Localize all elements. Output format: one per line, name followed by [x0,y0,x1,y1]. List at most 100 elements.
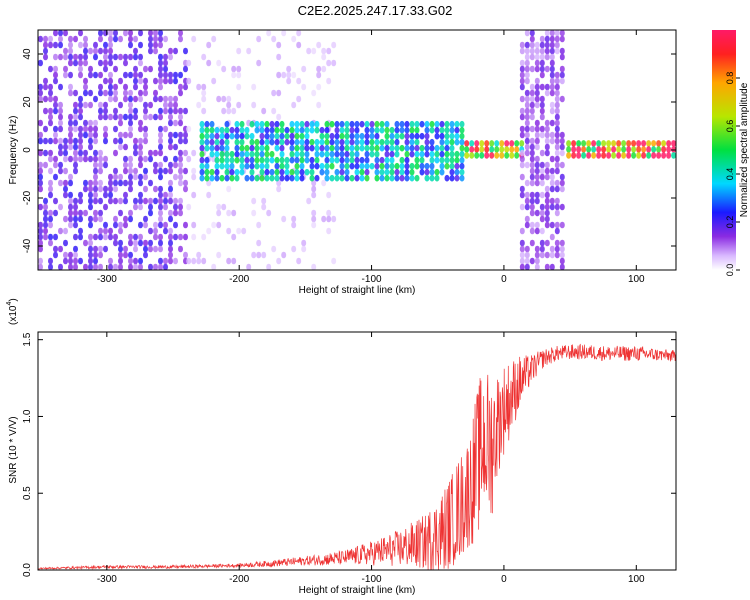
spectrogram-cell [43,47,48,55]
spectrogram-cell [93,263,98,270]
spectrogram-cell [48,119,53,127]
spectrogram-cell [53,161,58,169]
spectrogram-cell [449,162,455,170]
spectrogram-cell [158,263,163,270]
spectrogram-cell [108,173,113,181]
spectrogram-cell [58,245,63,253]
spectrogram-cell [549,251,555,259]
spectrogram-cell [48,89,53,97]
spectrogram-cell [186,257,192,265]
spectrogram-cell [48,185,53,193]
spectrogram-cell [158,215,163,223]
spectrogram-cell [48,239,53,247]
spectrogram-cell [459,168,465,176]
spectrogram-cell [38,245,43,253]
spectrogram-cell [108,83,113,91]
spectrogram-cell [98,149,103,157]
spectrogram-cell [199,132,205,140]
spectrogram-cell [216,59,222,67]
spectrogram-cell [539,131,545,139]
spectrogram-cell [539,191,545,199]
spectrogram-cell [108,233,113,241]
spectrogram-cell [419,132,425,140]
spectrogram-cell [444,150,450,158]
spectrogram-cell [173,233,178,241]
spectrogram-cell [339,120,345,128]
spectrogram-cell [226,95,232,103]
spectrogram-cell [544,125,550,133]
spectrogram-cell [519,185,525,193]
spectrogram-cell [73,89,78,97]
spectrogram-cell [158,221,163,229]
spectrogram-cell [454,138,460,146]
spectrogram-cell [38,233,43,241]
spectrogram-cell [359,174,365,182]
spectrogram-cell [153,185,158,193]
spectrogram-cell [123,221,128,229]
spectrogram-cell [178,167,183,175]
spectrogram-cell [224,126,230,134]
spectrogram-cell [671,146,676,153]
spectrogram-cell [479,140,485,147]
spectrogram-cell [379,174,385,182]
spectrogram-cell [454,126,460,134]
spectrogram-cell [544,65,550,73]
spectrogram-cell [581,140,587,147]
spectrogram-cell [311,191,317,199]
spectrogram-cell [611,152,617,159]
spectrogram-cell [93,119,98,127]
spectrogram-cell [88,191,93,199]
spectrogram-cell [434,174,440,182]
spectrogram-cell [73,113,78,121]
spectrogram-cell [519,227,525,235]
spectrogram-cell [444,144,450,152]
spectrogram-cell [158,107,163,115]
spectrogram-cell [163,107,168,115]
spectrogram-cell [93,185,98,193]
spectrogram-cell [329,120,335,128]
spectrogram-cell [48,215,53,223]
spectrogram-cell [296,77,302,85]
spectrogram-cell [549,107,555,115]
spectrogram-cell [316,83,322,91]
y-tick-label: 20 [22,96,33,108]
spectrogram-cell [133,65,138,73]
spectrogram-cell [324,156,330,164]
spectrogram-cell [374,174,380,182]
spectrogram-cell [113,89,118,97]
spectrogram-cell [103,137,108,145]
spectrogram-cell [374,126,380,134]
spectrogram-cell [429,174,435,182]
spectrogram-cell [379,162,385,170]
spectrogram-cell [601,140,607,147]
spectrogram-cell [168,167,173,175]
spectrogram-cell [239,162,245,170]
spectrogram-cell [123,71,128,79]
spectrogram-cell [264,126,270,134]
spectrogram-cell [163,221,168,229]
spectrogram-cell [554,251,560,259]
spectrogram-cell [409,126,415,134]
spectrogram-cell [519,245,525,253]
spectrogram-cell [148,149,153,157]
spectrogram-cell [314,150,320,158]
spectrogram-cell [554,179,560,187]
spectrogram-cell [113,30,118,37]
spectrogram-cell [38,221,43,229]
spectrogram-cell [369,120,375,128]
spectrogram-cell [369,162,375,170]
spectrogram-cell [291,221,297,229]
spectrogram-cell [631,152,637,159]
spectrogram-cell [374,168,380,176]
spectrogram-cell [168,77,173,85]
spectrogram-cell [616,152,622,159]
spectrogram-cell [58,227,63,235]
spectrogram-cell [399,132,405,140]
spectrogram-cell [118,101,123,109]
spectrogram-cell [554,245,560,253]
spectrogram-cell [173,143,178,151]
spectrogram-cell [148,203,153,211]
spectrogram-cell [326,227,332,235]
spectrogram-cell [524,30,530,37]
spectrogram-cell [529,203,535,211]
